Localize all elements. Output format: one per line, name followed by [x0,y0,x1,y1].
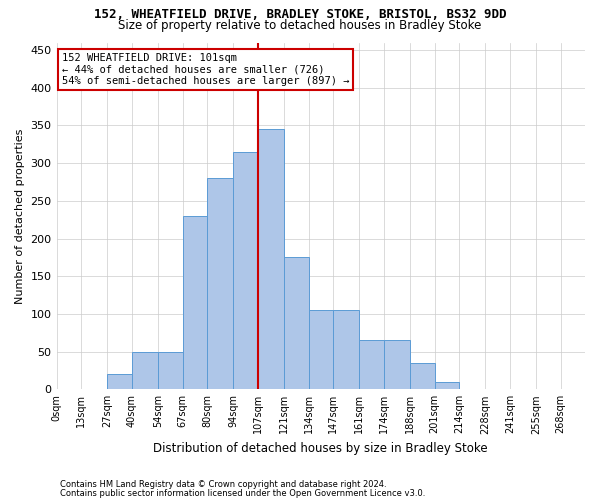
Bar [333,310,359,390]
Bar [233,152,258,390]
Bar [284,258,308,390]
Bar [107,374,132,390]
Bar [384,340,410,390]
Bar [132,352,158,390]
Bar [485,388,510,390]
Bar [81,388,107,390]
Bar [158,352,182,390]
Y-axis label: Number of detached properties: Number of detached properties [15,128,25,304]
Bar [207,178,233,390]
Bar [308,310,333,390]
Text: Contains HM Land Registry data © Crown copyright and database right 2024.: Contains HM Land Registry data © Crown c… [60,480,386,489]
Text: 152, WHEATFIELD DRIVE, BRADLEY STOKE, BRISTOL, BS32 9DD: 152, WHEATFIELD DRIVE, BRADLEY STOKE, BR… [94,8,506,20]
Bar [434,382,459,390]
Bar [56,388,81,390]
Bar [258,129,284,390]
Bar [410,363,434,390]
X-axis label: Distribution of detached houses by size in Bradley Stoke: Distribution of detached houses by size … [154,442,488,455]
Bar [359,340,384,390]
Text: Contains public sector information licensed under the Open Government Licence v3: Contains public sector information licen… [60,488,425,498]
Text: 152 WHEATFIELD DRIVE: 101sqm
← 44% of detached houses are smaller (726)
54% of s: 152 WHEATFIELD DRIVE: 101sqm ← 44% of de… [62,53,349,86]
Bar [182,216,207,390]
Bar [459,388,485,390]
Text: Size of property relative to detached houses in Bradley Stoke: Size of property relative to detached ho… [118,19,482,32]
